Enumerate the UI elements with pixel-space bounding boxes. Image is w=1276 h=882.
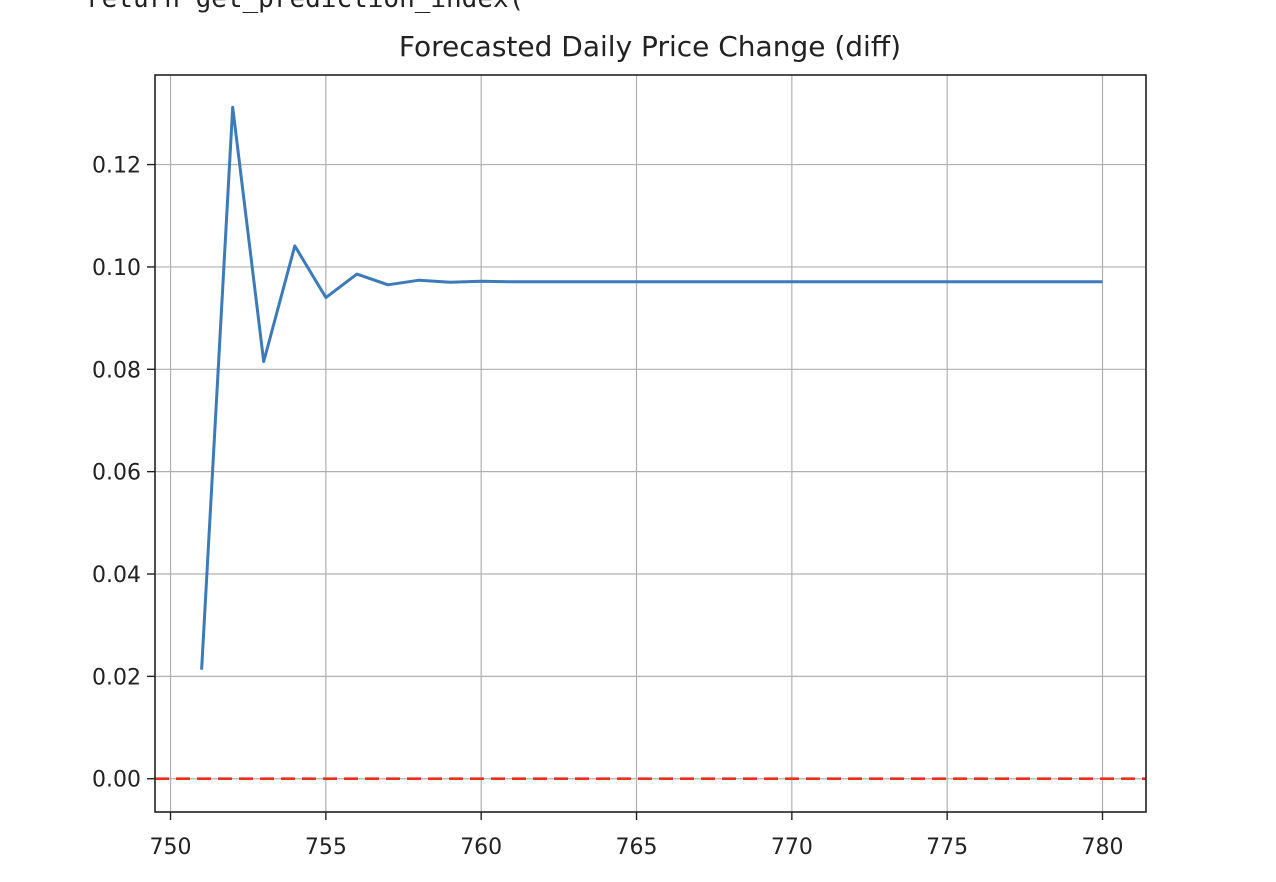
x-tick-label: 770 (771, 835, 813, 860)
y-axis-ticks: 0.00 0.02 0.04 0.06 0.08 0.10 0.12 (92, 154, 155, 793)
x-tick-label: 775 (926, 835, 968, 860)
y-tick-label: 0.12 (92, 154, 141, 179)
y-tick-label: 0.02 (92, 665, 141, 690)
y-tick-label: 0.10 (92, 256, 141, 281)
x-tick-label: 780 (1082, 835, 1124, 860)
y-tick-label: 0.04 (92, 563, 141, 588)
plot-frame (154, 74, 1147, 813)
series-line (200, 105, 1103, 670)
grid-lines (155, 75, 1146, 812)
y-tick-label: 0.06 (92, 461, 141, 486)
x-tick-label: 755 (305, 835, 347, 860)
chart-title: Forecasted Daily Price Change (diff) (399, 30, 901, 63)
x-tick-label: 765 (616, 835, 658, 860)
x-tick-label: 750 (150, 835, 192, 860)
series-group (200, 105, 1103, 670)
x-tick-label: 760 (460, 835, 502, 860)
y-tick-label: 0.08 (92, 358, 141, 383)
y-tick-label: 0.00 (92, 768, 141, 793)
code-cell-fragment: return get_prediction_index( (86, 0, 524, 14)
x-axis-ticks: 750 755 760 765 770 775 780 (150, 812, 1124, 860)
